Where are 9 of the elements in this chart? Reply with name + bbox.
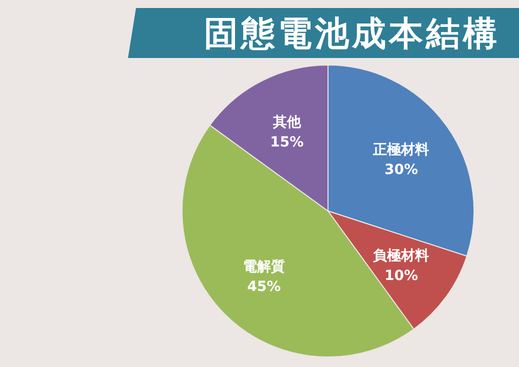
slice-label: 正極材料 <box>372 142 430 158</box>
data-label: 10% <box>384 268 418 284</box>
data-label: 45% <box>247 279 281 296</box>
slice-label: 其他 <box>272 114 302 130</box>
data-label: 15% <box>270 134 304 150</box>
data-label: 30% <box>384 162 418 178</box>
slice-label: 電解質 <box>242 258 285 276</box>
chart-title: 固態電池成本結構 <box>204 14 500 54</box>
slice-label: 負極材料 <box>373 248 430 264</box>
